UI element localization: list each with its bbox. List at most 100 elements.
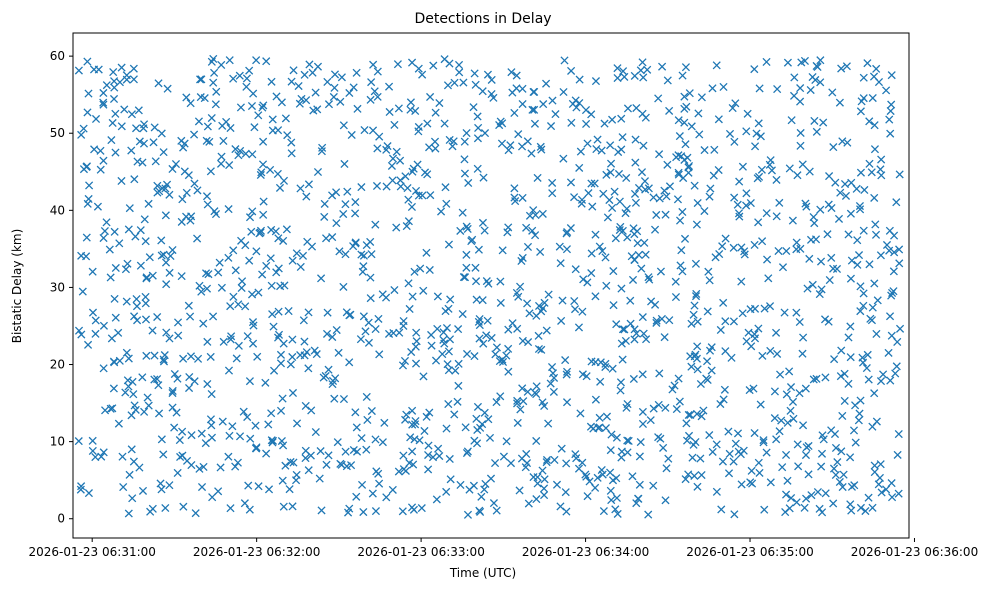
data-point bbox=[758, 351, 767, 360]
data-point bbox=[534, 331, 543, 340]
data-point bbox=[90, 145, 99, 154]
data-point bbox=[887, 479, 896, 488]
data-point bbox=[603, 213, 612, 222]
data-point bbox=[649, 193, 658, 202]
data-point bbox=[533, 173, 542, 182]
data-point bbox=[890, 248, 899, 257]
data-point bbox=[99, 321, 108, 330]
data-point bbox=[691, 259, 700, 268]
data-point bbox=[159, 250, 168, 259]
data-point bbox=[865, 117, 874, 126]
data-point bbox=[821, 489, 830, 498]
data-point bbox=[315, 474, 324, 483]
data-point bbox=[740, 247, 749, 256]
data-point bbox=[366, 273, 375, 282]
data-point bbox=[747, 466, 756, 475]
data-point bbox=[445, 59, 454, 68]
data-point bbox=[512, 288, 521, 297]
data-point bbox=[179, 502, 188, 511]
data-point bbox=[425, 408, 434, 417]
data-point bbox=[394, 467, 403, 476]
data-point bbox=[850, 481, 859, 490]
data-point bbox=[145, 253, 154, 262]
data-point bbox=[613, 73, 622, 83]
data-point bbox=[856, 282, 865, 291]
data-point bbox=[426, 191, 435, 200]
data-point bbox=[684, 410, 693, 420]
data-point bbox=[454, 381, 463, 390]
data-point bbox=[836, 372, 845, 381]
x-tick-label-0: 2026-01-23 06:31:00 bbox=[28, 545, 155, 559]
data-point bbox=[173, 468, 182, 478]
data-point bbox=[693, 482, 702, 491]
data-point bbox=[532, 311, 541, 320]
data-point bbox=[144, 401, 153, 410]
data-point bbox=[360, 125, 369, 135]
data-point bbox=[655, 194, 664, 203]
data-point bbox=[139, 139, 149, 148]
y-tick-label-3: 30 bbox=[50, 280, 65, 294]
data-point bbox=[836, 188, 845, 197]
data-point bbox=[673, 195, 683, 204]
data-point bbox=[117, 122, 126, 131]
data-point bbox=[217, 152, 226, 161]
data-point bbox=[202, 284, 212, 293]
data-point bbox=[562, 398, 572, 407]
data-point bbox=[197, 75, 206, 84]
data-point bbox=[79, 124, 88, 133]
data-point bbox=[267, 409, 276, 418]
chart-title: Detections in Delay bbox=[414, 11, 551, 27]
data-point bbox=[583, 139, 592, 148]
data-point bbox=[233, 458, 242, 467]
data-point bbox=[256, 228, 265, 237]
data-point bbox=[236, 146, 245, 155]
data-point bbox=[513, 399, 522, 408]
data-point bbox=[168, 386, 177, 396]
data-point bbox=[140, 407, 149, 416]
data-point bbox=[254, 482, 263, 491]
data-point bbox=[853, 260, 862, 269]
data-point bbox=[785, 367, 794, 376]
data-point bbox=[143, 393, 152, 402]
data-point bbox=[127, 445, 136, 454]
data-point bbox=[528, 226, 537, 235]
data-point bbox=[373, 144, 382, 153]
data-point bbox=[406, 98, 415, 107]
data-point bbox=[812, 374, 821, 383]
data-point bbox=[353, 104, 362, 113]
data-point bbox=[760, 304, 769, 313]
data-point bbox=[703, 307, 712, 316]
data-point bbox=[362, 445, 371, 454]
data-point bbox=[492, 398, 501, 407]
data-point bbox=[504, 367, 513, 376]
data-point bbox=[601, 253, 610, 262]
data-point bbox=[671, 277, 680, 286]
data-point bbox=[684, 168, 693, 177]
data-point bbox=[562, 507, 571, 516]
data-point bbox=[734, 209, 744, 218]
data-point bbox=[617, 145, 626, 154]
data-point bbox=[702, 374, 711, 383]
data-point bbox=[870, 193, 879, 202]
data-point bbox=[242, 82, 251, 91]
data-point bbox=[460, 137, 469, 146]
data-point bbox=[382, 493, 391, 502]
data-point bbox=[231, 145, 240, 154]
data-point bbox=[392, 223, 401, 232]
data-point bbox=[865, 159, 874, 168]
data-point bbox=[513, 396, 522, 405]
data-point bbox=[587, 179, 596, 188]
data-point bbox=[420, 168, 430, 177]
data-point bbox=[420, 426, 429, 436]
data-point bbox=[735, 212, 744, 221]
data-point bbox=[480, 226, 489, 235]
data-point bbox=[677, 246, 686, 255]
data-point bbox=[514, 130, 523, 139]
data-point bbox=[337, 73, 346, 82]
data-point bbox=[225, 431, 234, 440]
data-point bbox=[101, 406, 110, 415]
data-point bbox=[627, 252, 636, 261]
data-point bbox=[778, 463, 787, 472]
data-point bbox=[813, 62, 822, 72]
data-point bbox=[274, 264, 283, 273]
